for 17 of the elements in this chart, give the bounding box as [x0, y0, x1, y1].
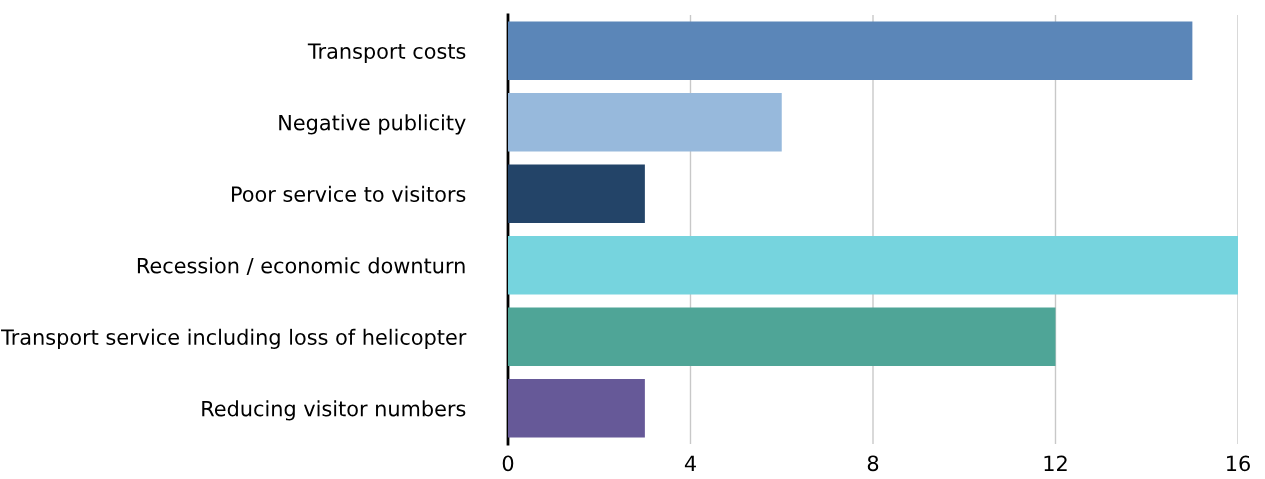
x-tick-label: 8: [867, 455, 879, 472]
bar: [508, 307, 1056, 367]
y-tick-label: Reducing visitor numbers: [202, 400, 466, 421]
x-tick-label: 4: [684, 455, 696, 471]
y-tick-label: Transport service including loss of helicopter: [1, 328, 467, 349]
y-tick-label: Transport costs: [307, 43, 466, 63]
bar: [508, 92, 782, 152]
x-tick-label: 0: [502, 455, 514, 472]
x-tick-label: 12: [1044, 455, 1067, 471]
bar: [508, 378, 645, 438]
bar: [508, 21, 1193, 81]
y-tick-label: Recession / economic downturn: [137, 257, 465, 276]
x-tick-label: 16: [1227, 455, 1250, 472]
bar: [508, 164, 645, 224]
bar: [508, 235, 1238, 295]
y-tick-label: Negative publicity: [279, 114, 466, 135]
y-tick-label: Poor service to visitors: [232, 185, 466, 202]
